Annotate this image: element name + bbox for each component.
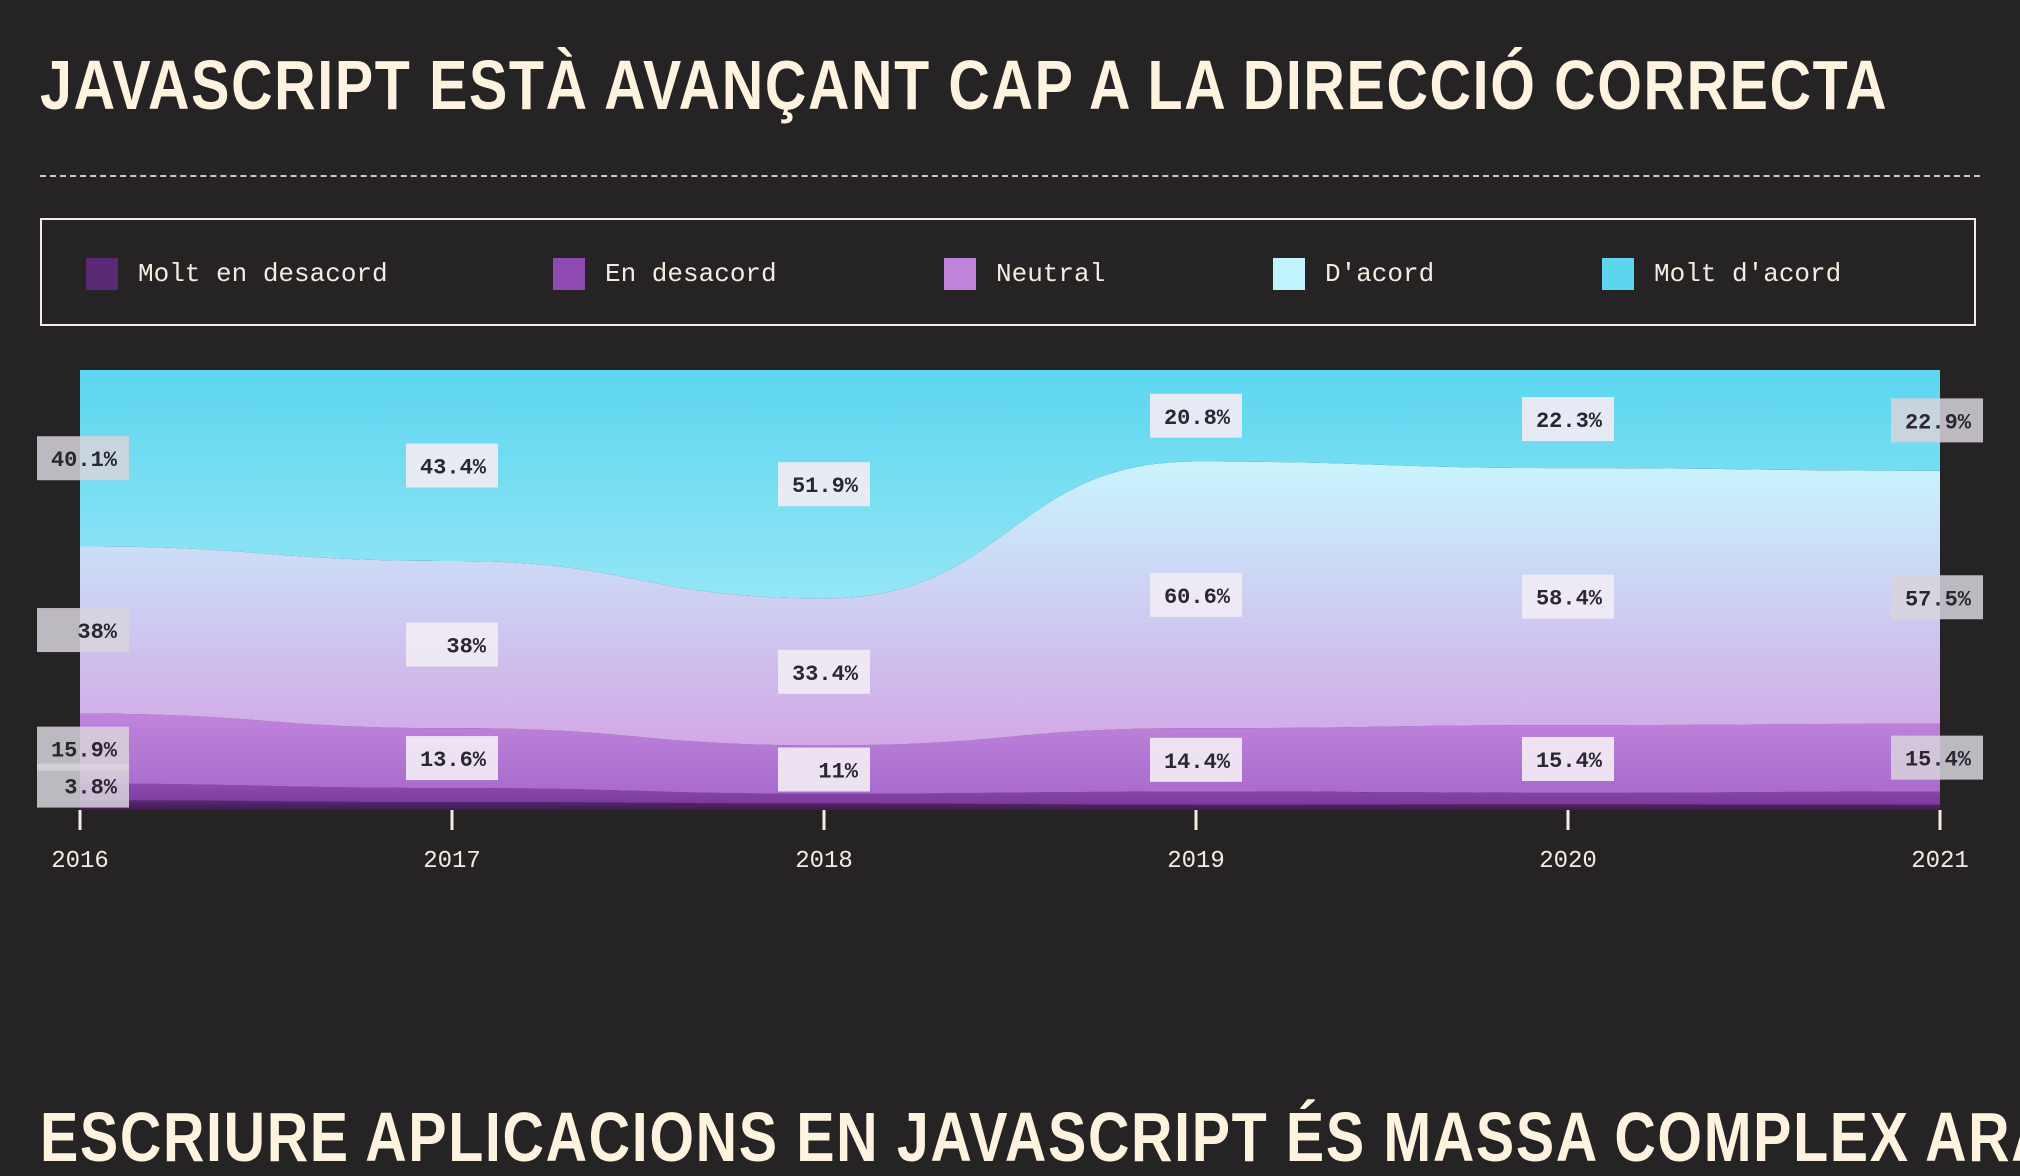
data-label-text: 13.6% [420, 748, 487, 773]
x-tick-label: 2019 [1167, 848, 1225, 875]
data-label-d-acord: 38% [406, 622, 498, 667]
legend-label: Neutral [996, 259, 1106, 289]
section-title: JAVASCRIPT ESTÀ AVANÇANT CAP A LA DIRECC… [40, 46, 1889, 124]
data-label-text: 40.1% [51, 448, 118, 473]
data-label-text: 11% [818, 760, 858, 785]
legend-label: En desacord [605, 259, 777, 289]
data-label-d-acord: 38% [37, 608, 129, 653]
legend-item-en-desacord[interactable]: En desacord [553, 258, 777, 290]
data-label-box [406, 736, 498, 781]
data-label-text: 15.4% [1536, 749, 1603, 774]
data-label-molt-d-acord: 22.9% [1891, 398, 1983, 443]
x-tick-label: 2016 [51, 848, 109, 875]
data-label-neutral: 14.4% [1150, 737, 1242, 782]
data-label-text: 22.9% [1905, 410, 1972, 435]
data-label-text: 43.4% [420, 455, 487, 480]
data-label-box [1150, 393, 1242, 438]
data-label-text: 57.5% [1905, 587, 1972, 612]
data-label-text: 15.4% [1905, 748, 1972, 773]
data-label-box [406, 622, 498, 667]
legend-swatch [86, 258, 118, 290]
data-label-box [1891, 735, 1983, 780]
data-label-text: 51.9% [792, 474, 859, 499]
data-label-text: 3.8% [64, 776, 118, 801]
data-label-text: 15.9% [51, 739, 118, 764]
data-label-molt-d-acord: 22.3% [1522, 397, 1614, 442]
data-label-text: 14.4% [1164, 750, 1231, 775]
data-label-neutral: 15.4% [1891, 735, 1983, 780]
data-label-molt-d-acord: 20.8% [1150, 393, 1242, 438]
data-label-text: 33.4% [792, 662, 859, 687]
data-label-neutral: 13.6% [406, 736, 498, 781]
legend-label: D'acord [1325, 259, 1435, 289]
stacked-area-chart: 2016 2017 2018 2019 2020 2021 3.8% 15.9% 13.6% 1… [37, 370, 1983, 875]
legend-swatch [1602, 258, 1634, 290]
area-molt-d-acord[interactable] [80, 370, 1940, 599]
area-en-desacord[interactable] [80, 783, 1940, 805]
data-label-box [1150, 572, 1242, 617]
data-label-molt-d-acord: 43.4% [406, 443, 498, 488]
data-label-text: 58.4% [1536, 587, 1603, 612]
data-label-text: 22.3% [1536, 409, 1603, 434]
next-section-title: ESCRIURE APLICACIONS EN JAVASCRIPT ÉS MA… [40, 1098, 2020, 1176]
data-label-text: 20.8% [1164, 406, 1231, 431]
area-neutral[interactable] [80, 713, 1940, 794]
area-molt-en-desacord[interactable] [80, 800, 1940, 810]
data-label-box [1522, 574, 1614, 619]
data-label-molt-d-acord: 51.9% [778, 462, 870, 507]
data-label-box [1150, 737, 1242, 782]
data-label-text: 60.6% [1164, 585, 1231, 610]
data-label-en-desacord: 3.8% [37, 763, 129, 808]
data-label-text: 38% [77, 620, 117, 645]
legend-item-molt-d-acord[interactable]: Molt d'acord [1602, 258, 1841, 290]
data-label-text: 38% [446, 635, 486, 660]
data-label-neutral: 15.9% [37, 726, 129, 771]
x-tick-label: 2018 [795, 848, 853, 875]
legend-label: Molt en desacord [138, 259, 388, 289]
data-label-d-acord: 57.5% [1891, 575, 1983, 620]
legend-swatch [944, 258, 976, 290]
data-label-box [778, 747, 870, 792]
data-label-box [778, 462, 870, 507]
legend-swatch [1273, 258, 1305, 290]
legend-item-molt-en-desacord[interactable]: Molt en desacord [86, 258, 388, 290]
chart-legend: Molt en desacord En desacord Neutral D'a… [40, 218, 1976, 326]
data-label-neutral: 11% [778, 747, 870, 792]
data-label-molt-d-acord: 40.1% [37, 436, 129, 481]
x-tick-label: 2021 [1911, 848, 1969, 875]
x-tick-label: 2017 [423, 848, 481, 875]
data-label-neutral: 15.4% [1522, 736, 1614, 781]
data-label-box [1891, 575, 1983, 620]
area-d-acord[interactable] [80, 461, 1940, 746]
data-label-box [1522, 397, 1614, 442]
data-label-box [1891, 398, 1983, 443]
data-label-box [778, 649, 870, 694]
data-label-d-acord: 58.4% [1522, 574, 1614, 619]
data-label-box [37, 436, 129, 481]
legend-swatch [553, 258, 585, 290]
x-tick-label: 2020 [1539, 848, 1597, 875]
legend-item-neutral[interactable]: Neutral [944, 258, 1105, 290]
data-label-d-acord: 33.4% [778, 649, 870, 694]
legend-item-d-acord[interactable]: D'acord [1273, 258, 1434, 290]
data-label-d-acord: 60.6% [1150, 572, 1242, 617]
title-divider [40, 175, 1980, 177]
legend-label: Molt d'acord [1654, 259, 1842, 289]
data-label-box [37, 763, 129, 808]
data-label-box [37, 608, 129, 653]
data-label-box [1522, 736, 1614, 781]
data-label-box [37, 726, 129, 771]
data-label-box [406, 443, 498, 488]
